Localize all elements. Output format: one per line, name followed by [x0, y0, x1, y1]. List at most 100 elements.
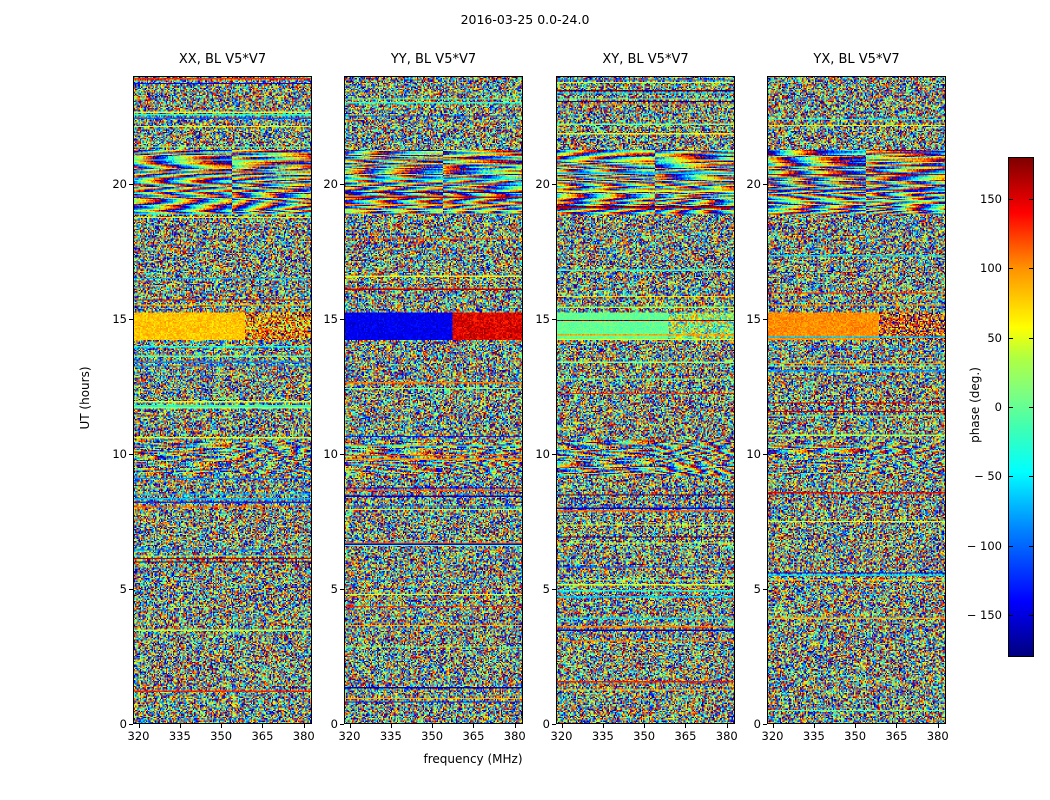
colorbar-container: 150 100 50 0 − 50 − 100 − 150 [967, 157, 1034, 657]
colorbar-tick-mark [1029, 407, 1034, 408]
waterfall-raster [768, 77, 945, 723]
y-tick-label: 0 [542, 717, 550, 731]
x-tick-label: 335 [379, 729, 402, 743]
x-tick-label: 320 [127, 729, 150, 743]
x-tick-mark [179, 724, 181, 728]
panel-yy: YY, BL V5*V7 0 5 10 15 20 320 335 350 365 380 [323, 52, 525, 743]
colorbar-tick-label: − 50 [974, 469, 1002, 484]
y-tick-mark [340, 454, 344, 455]
colorbar-tick-label: 0 [994, 400, 1002, 414]
panel-title-yx: YX, BL V5*V7 [813, 52, 900, 67]
y-tick-label: 10 [323, 447, 338, 461]
y-tick-mark [129, 589, 133, 590]
y-tick-mark [129, 319, 133, 320]
panel-image-yx [767, 76, 946, 724]
y-tick-label: 20 [323, 177, 338, 191]
x-tick-label: 380 [503, 729, 526, 743]
y-tick-label: 15 [535, 312, 550, 326]
panel-title-yy: YY, BL V5*V7 [390, 52, 477, 67]
y-tick-label: 10 [746, 447, 761, 461]
y-tick-mark [763, 184, 767, 185]
y-tick-label: 0 [330, 717, 338, 731]
colorbar-tick-mark [1008, 545, 1013, 547]
x-tick-label: 365 [674, 729, 697, 743]
panel-xy: XY, BL V5*V7 0 5 10 15 20 320 335 350 365 380 [535, 52, 737, 743]
x-tick-mark [937, 724, 939, 728]
y-tick-label: 10 [535, 447, 550, 461]
y-tick-mark [340, 589, 344, 590]
y-tick-label: 20 [112, 177, 127, 191]
y-tick-mark [552, 319, 556, 320]
colorbar-tick-mark [1029, 615, 1034, 617]
y-tick-mark [552, 589, 556, 590]
x-tick-label: 380 [926, 729, 949, 743]
x-tick-label: 350 [844, 729, 867, 743]
x-tick-mark [813, 724, 815, 728]
y-tick-label: 0 [119, 717, 127, 731]
panel-yx: YX, BL V5*V7 0 5 10 15 20 320 335 350 365 380 [746, 52, 948, 743]
panel-image-xx [133, 76, 312, 724]
panel-xx: XX, BL V5*V7 0 5 10 15 20 320 335 350 365 380 [112, 52, 314, 743]
x-tick-label: 320 [761, 729, 784, 743]
y-tick-label: 15 [323, 312, 338, 326]
x-tick-label: 380 [715, 729, 738, 743]
x-tick-mark [390, 724, 392, 728]
x-tick-mark [726, 724, 728, 728]
x-tick-mark [349, 724, 351, 728]
colorbar-tick-mark [1008, 198, 1013, 200]
x-tick-label: 320 [550, 729, 573, 743]
x-tick-mark [303, 724, 305, 728]
colorbar-tick-mark [1029, 268, 1034, 270]
x-tick-mark [262, 724, 264, 728]
x-tick-label: 365 [251, 729, 274, 743]
colorbar-tick-mark [1008, 407, 1013, 408]
colorbar-tick-label: − 100 [966, 538, 1002, 553]
y-tick-label: 20 [535, 177, 550, 191]
x-tick-label: 380 [292, 729, 315, 743]
colorbar-tick-mark [1008, 476, 1013, 478]
colorbar-tick-mark [1029, 198, 1034, 200]
y-tick-label: 15 [112, 312, 127, 326]
y-tick-mark [129, 184, 133, 185]
panel-image-xy [556, 76, 735, 724]
x-tick-label: 335 [591, 729, 614, 743]
x-tick-label: 335 [802, 729, 825, 743]
y-tick-mark [763, 454, 767, 455]
x-tick-mark [896, 724, 898, 728]
x-tick-mark [432, 724, 434, 728]
y-tick-mark [763, 589, 767, 590]
panel-title-xy: XY, BL V5*V7 [602, 52, 689, 67]
colorbar-tick-mark [1008, 615, 1013, 617]
y-tick-label: 5 [542, 582, 550, 596]
waterfall-raster [557, 77, 734, 723]
panel-title-xx: XX, BL V5*V7 [178, 52, 267, 67]
x-tick-mark [644, 724, 646, 728]
colorbar-tick-label: 100 [980, 261, 1002, 276]
y-tick-mark [552, 184, 556, 185]
waterfall-raster [134, 77, 311, 723]
y-tick-mark [340, 724, 344, 725]
y-tick-label: 10 [112, 447, 127, 461]
x-tick-label: 350 [210, 729, 233, 743]
x-tick-mark [772, 724, 774, 728]
y-tick-label: 5 [753, 582, 761, 596]
panel-image-yy [344, 76, 523, 724]
y-tick-label: 5 [119, 582, 127, 596]
y-tick-label: 5 [330, 582, 338, 596]
x-tick-label: 350 [633, 729, 656, 743]
y-tick-mark [552, 454, 556, 455]
y-tick-label: 0 [753, 717, 761, 731]
waterfall-raster [345, 77, 522, 723]
x-axis-label: frequency (MHz) [423, 752, 523, 766]
x-tick-mark [602, 724, 604, 728]
x-tick-label: 365 [885, 729, 908, 743]
y-tick-mark [552, 724, 556, 725]
x-tick-label: 365 [462, 729, 485, 743]
colorbar-tick-mark [1029, 337, 1034, 339]
x-tick-label: 320 [338, 729, 361, 743]
colorbar-tick-label: 50 [987, 330, 1002, 345]
y-tick-mark [129, 724, 133, 725]
y-tick-mark [340, 319, 344, 320]
y-tick-mark [763, 319, 767, 320]
